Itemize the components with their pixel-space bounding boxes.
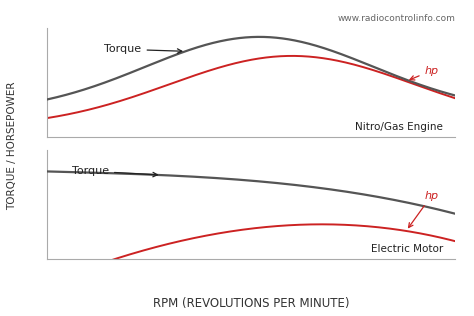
Text: Torque: Torque [72,166,157,177]
Text: hp: hp [410,66,438,80]
Text: hp: hp [409,191,438,228]
Text: Torque: Torque [104,44,182,54]
Text: TORQUE / HORSEPOWER: TORQUE / HORSEPOWER [7,81,17,210]
Text: RPM (REVOLUTIONS PER MINUTE): RPM (REVOLUTIONS PER MINUTE) [153,297,349,310]
Text: www.radiocontrolinfo.com: www.radiocontrolinfo.com [337,14,455,23]
Text: Electric Motor: Electric Motor [371,244,443,254]
Text: Nitro/Gas Engine: Nitro/Gas Engine [355,122,443,132]
